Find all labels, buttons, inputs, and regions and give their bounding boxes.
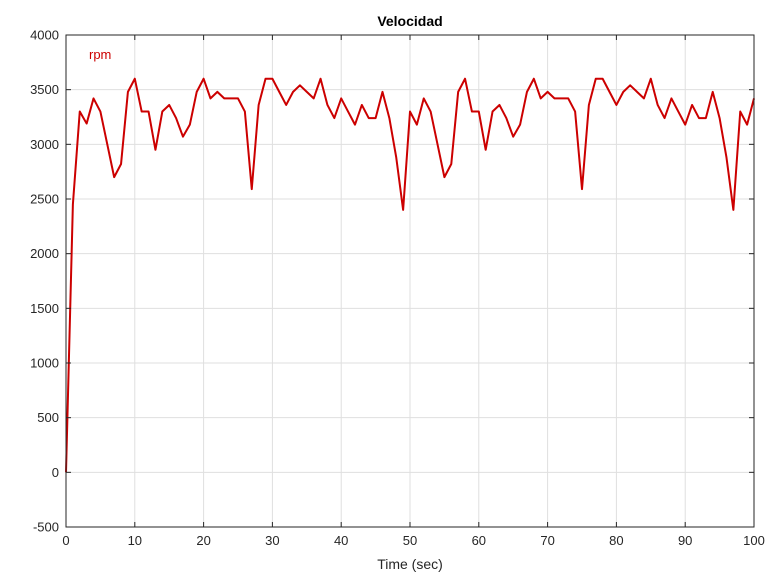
y-tick-label: 0 <box>52 465 59 480</box>
y-tick-label: 500 <box>37 410 59 425</box>
x-tick-label: 10 <box>128 533 142 548</box>
chart-title: Velocidad <box>377 13 442 29</box>
x-tick-label: 30 <box>265 533 279 548</box>
x-axis-ticks: 0 10 20 30 40 50 60 70 80 90 100 <box>62 35 765 548</box>
y-tick-label: 1500 <box>30 301 59 316</box>
y-tick-label: 2000 <box>30 246 59 261</box>
series-layer <box>65 77 755 473</box>
x-tick-label: 100 <box>743 533 765 548</box>
series-line-rpm <box>65 77 755 473</box>
x-axis-label: Time (sec) <box>377 556 443 572</box>
y-tick-label: 1000 <box>30 356 59 371</box>
y-tick-label: 3500 <box>30 82 59 97</box>
x-tick-label: 90 <box>678 533 692 548</box>
legend-entry-rpm: rpm <box>89 47 111 62</box>
x-tick-label: 0 <box>62 533 69 548</box>
x-tick-label: 20 <box>196 533 210 548</box>
y-tick-label: 4000 <box>30 28 59 43</box>
y-axis-ticks: -500 0 500 1000 1500 2000 2500 3000 3500 4000 <box>30 28 754 535</box>
x-tick-label: 60 <box>472 533 486 548</box>
x-tick-label: 50 <box>403 533 417 548</box>
y-tick-label: 3000 <box>30 137 59 152</box>
x-tick-label: 80 <box>609 533 623 548</box>
y-tick-label: 2500 <box>30 192 59 207</box>
x-tick-label: 40 <box>334 533 348 548</box>
x-tick-label: 70 <box>540 533 554 548</box>
y-tick-label: -500 <box>33 520 59 535</box>
grid <box>65 34 755 528</box>
